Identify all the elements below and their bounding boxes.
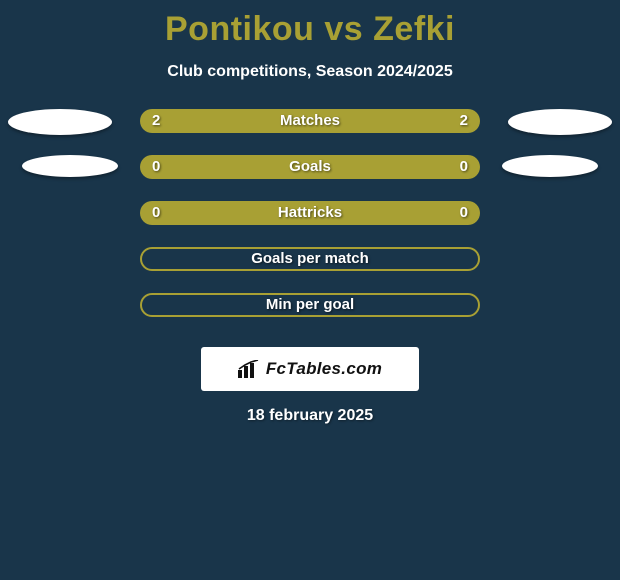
page-title: Pontikou vs Zefki: [0, 0, 620, 49]
comparison-infographic: Pontikou vs Zefki Club competitions, Sea…: [0, 0, 620, 580]
stat-row: 00Hattricks: [0, 201, 620, 247]
stat-bar: [140, 109, 480, 133]
stat-row: Goals per match: [0, 247, 620, 293]
stat-rows: 22Matches00Goals00HattricksGoals per mat…: [0, 109, 620, 339]
stat-value-left: 2: [152, 109, 160, 133]
brand-text: FcTables.com: [266, 359, 382, 379]
stat-row: 22Matches: [0, 109, 620, 155]
stat-value-left: 0: [152, 201, 160, 225]
chart-icon: [238, 360, 260, 378]
stat-bar: [140, 155, 480, 179]
page-subtitle: Club competitions, Season 2024/2025: [0, 63, 620, 81]
stat-value-right: 2: [460, 109, 468, 133]
stat-bar: [140, 293, 480, 317]
stat-value-right: 0: [460, 201, 468, 225]
player-ellipse-right: [508, 109, 612, 135]
stat-value-left: 0: [152, 155, 160, 179]
stat-value-right: 0: [460, 155, 468, 179]
stat-row: 00Goals: [0, 155, 620, 201]
stat-bar: [140, 201, 480, 225]
brand-badge: FcTables.com: [201, 347, 419, 391]
player-ellipse-left: [8, 109, 112, 135]
stat-bar: [140, 247, 480, 271]
date-text: 18 february 2025: [0, 407, 620, 425]
stat-row: Min per goal: [0, 293, 620, 339]
player-ellipse-left: [22, 155, 118, 177]
player-ellipse-right: [502, 155, 598, 177]
